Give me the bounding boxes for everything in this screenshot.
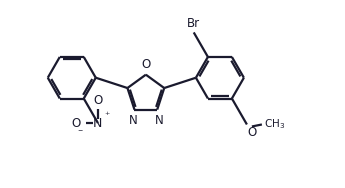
- Text: O: O: [141, 58, 150, 71]
- Text: O: O: [71, 117, 80, 130]
- Text: O: O: [93, 94, 102, 107]
- Text: $^+$: $^+$: [103, 110, 111, 119]
- Text: N: N: [128, 114, 137, 127]
- Text: N: N: [155, 114, 163, 127]
- Text: N: N: [93, 117, 102, 130]
- Text: $^-$: $^-$: [76, 127, 83, 136]
- Text: CH$_3$: CH$_3$: [264, 118, 285, 131]
- Text: Br: Br: [187, 17, 200, 30]
- Text: O: O: [248, 127, 257, 139]
